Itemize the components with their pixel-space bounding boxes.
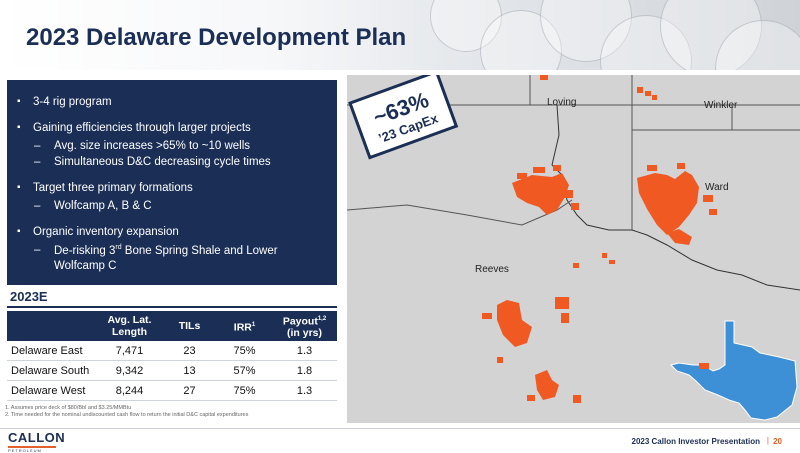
sub-bullet-item: – De-risking 3rd Bone Spring Shale and Lo… [34,244,278,257]
bullet-panel: 3-4 rig program Gaining efficiencies thr… [7,80,337,285]
acreage-patches [482,75,717,403]
development-table: Avg. Lat. Length TILs IRR1 Payout1,2 (in y… [7,311,337,401]
row-length: 7,471 [97,341,162,361]
row-tils: 27 [162,380,217,401]
row-length: 8,244 [97,380,162,401]
footnotes: 1. Assumes price deck of $80/Bbl and $3.… [5,405,248,419]
texas-shape [670,320,798,421]
header-cell-tils: TILs [162,311,217,341]
row-payout: 1.3 [272,341,337,361]
table-row: Delaware South 9,342 13 57% 1.8 [7,360,337,381]
table-header-row: Avg. Lat. Length TILs IRR1 Payout1,2 (in y… [7,311,337,341]
header-cell-length: Avg. Lat. Length [97,311,162,341]
header-banner: 2023 Delaware Development Plan [0,0,800,70]
sub-bullet-item-cont: Wolfcamp C [54,260,117,272]
footnote-2: 2. Time needed for the nominal undiscoun… [5,412,249,418]
row-tils: 23 [162,341,217,361]
county-label-reeves: Reeves [475,264,509,275]
section-divider [7,306,337,308]
footer-separator: | [766,436,769,445]
page-number: 20 [773,437,782,446]
county-label-loving: Loving [547,97,576,108]
row-name: Delaware South [7,360,97,381]
sub-bullet-item: – Wolfcamp A, B & C [34,200,152,212]
sub-bullet-item: – Avg. size increases >65% to ~10 wells [34,140,251,152]
row-payout: 1.3 [272,380,337,401]
row-payout: 1.8 [272,360,337,381]
county-label-winkler: Winkler [704,100,738,111]
county-label-ward: Ward [705,182,729,193]
row-tils: 13 [162,360,217,381]
county-line [347,199,573,226]
row-irr: 57% [217,360,272,381]
footer-title: 2023 Callon Investor Presentation [631,437,761,446]
footnote-1: 1. Assumes price deck of $80/Bbl and $3.… [5,405,132,411]
section-title: 2023E [10,289,48,304]
sub-bullet-item: – Simultaneous D&C decreasing cycle times [34,156,271,168]
delaware-map: Loving Winkler Ward Reeves ~63% ’23 CapE… [347,75,800,423]
capex-callout: ~63% ’23 CapEx [348,75,459,160]
table-row: Delaware East 7,471 23 75% 1.3 [7,341,337,361]
row-irr: 75% [217,341,272,361]
row-name: Delaware East [7,341,97,361]
header-cell-payout: Payout1,2 (in yrs) [272,311,337,341]
header-cell-blank [7,311,97,341]
row-irr: 75% [217,380,272,401]
callout-box [348,75,459,160]
row-name: Delaware West [7,380,97,401]
texas-inset [670,320,798,421]
row-length: 9,342 [97,360,162,381]
inset-highlight [699,363,709,369]
table-row: Delaware West 8,244 27 75% 1.3 [7,380,337,401]
page-title: 2023 Delaware Development Plan [26,24,407,51]
header-cell-irr: IRR1 [217,311,272,341]
footer-divider [0,428,800,429]
